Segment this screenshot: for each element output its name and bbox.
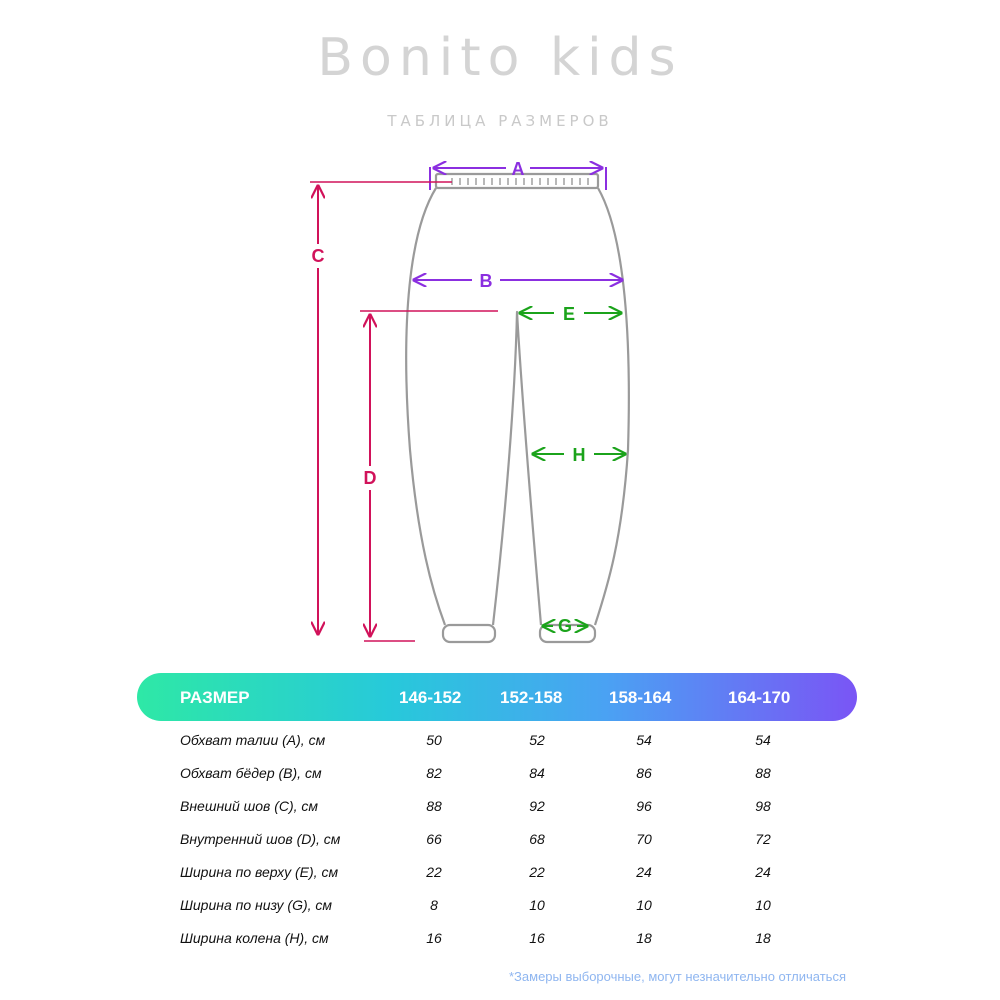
row-label-hips: Обхват бёдер (B), см	[180, 765, 322, 781]
table-cell: 50	[426, 732, 442, 748]
measure-h: H	[533, 445, 625, 465]
label-c: C	[312, 246, 325, 266]
row-label-inseam: Внутренний шов (D), см	[180, 831, 341, 847]
right-cuff	[538, 623, 597, 644]
table-cell: 68	[529, 831, 545, 847]
table-cell: 10	[529, 897, 545, 913]
table-cell: 18	[636, 930, 652, 946]
table-cell: 96	[636, 798, 652, 814]
row-label-knee-width: Ширина колена (H), см	[180, 930, 329, 946]
table-cell: 70	[636, 831, 652, 847]
row-label-waist: Обхват талии (A), см	[180, 732, 326, 748]
waistband	[434, 172, 600, 190]
waistband-ribbing	[451, 178, 589, 185]
table-cell: 72	[755, 831, 771, 847]
table-cell: 10	[636, 897, 652, 913]
table-cell: 98	[755, 798, 771, 814]
measure-c: C	[310, 181, 452, 634]
label-h: H	[573, 445, 586, 465]
table-cell: 52	[529, 732, 545, 748]
table-cell: 10	[755, 897, 771, 913]
table-cell: 82	[426, 765, 442, 781]
table-cell: 22	[426, 864, 442, 880]
table-cell: 16	[529, 930, 545, 946]
table-cell: 24	[636, 864, 652, 880]
measure-b: B	[414, 271, 622, 291]
label-g: G	[558, 616, 572, 636]
left-leg-outline	[405, 187, 447, 626]
right-leg-outline	[593, 187, 630, 626]
size-table-header	[137, 673, 857, 721]
inseam-outline	[491, 310, 543, 626]
left-cuff	[441, 623, 497, 644]
table-cell: 88	[755, 765, 771, 781]
table-cell: 86	[636, 765, 652, 781]
row-label-bottom-width: Ширина по низу (G), см	[180, 897, 333, 913]
table-cell: 88	[426, 798, 442, 814]
table-cell: 16	[426, 930, 442, 946]
table-cell: 54	[755, 732, 771, 748]
header-size-158-164: 158-164	[609, 688, 672, 707]
row-label-top-width: Ширина по верху (E), см	[180, 864, 339, 880]
page-subtitle: ТАБЛИЦА РАЗМЕРОВ	[387, 112, 613, 130]
table-cell: 24	[755, 864, 771, 880]
label-a: A	[512, 159, 525, 179]
label-d: D	[364, 468, 377, 488]
table-cell: 92	[529, 798, 545, 814]
footnote: *Замеры выборочные, могут незначительно …	[509, 969, 846, 984]
label-e: E	[563, 304, 575, 324]
row-label-outseam: Внешний шов (C), см	[180, 798, 319, 814]
header-size-164-170: 164-170	[728, 688, 791, 707]
measure-d: D	[360, 310, 498, 642]
measure-a: A	[429, 159, 607, 190]
table-cell: 8	[430, 897, 438, 913]
brand-title: Bonito kids	[317, 28, 683, 88]
header-size-152-158: 152-158	[500, 688, 563, 707]
table-cell: 66	[426, 831, 442, 847]
measure-g: G	[543, 616, 587, 636]
table-cell: 84	[529, 765, 545, 781]
table-cell: 18	[755, 930, 771, 946]
header-size-label: РАЗМЕР	[180, 688, 250, 707]
header-size-146-152: 146-152	[399, 688, 462, 707]
label-b: B	[480, 271, 493, 291]
table-cell: 22	[529, 864, 545, 880]
measure-e: E	[520, 304, 621, 324]
pants-outline	[405, 172, 630, 644]
table-cell: 54	[636, 732, 652, 748]
